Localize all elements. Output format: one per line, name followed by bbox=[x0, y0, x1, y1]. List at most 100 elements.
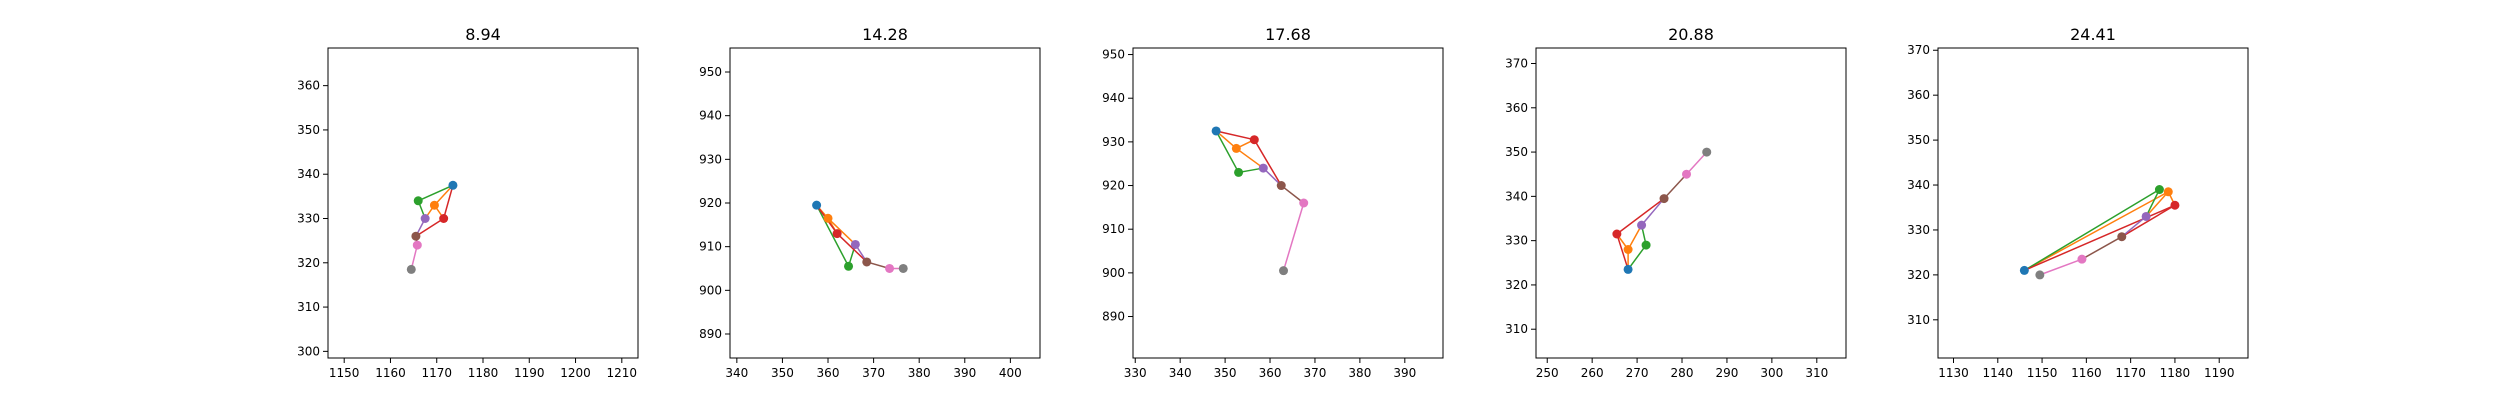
edge-line bbox=[1253, 138, 1283, 187]
x-tick-label: 1160 bbox=[375, 366, 406, 380]
y-tick-label: 350 bbox=[1505, 145, 1528, 159]
x-tick-label: 1150 bbox=[329, 366, 360, 380]
edge-line bbox=[2145, 188, 2161, 218]
edge-line bbox=[1640, 197, 1665, 226]
edge-line bbox=[1215, 130, 1240, 174]
x-tick-label: 1140 bbox=[1983, 366, 2014, 380]
data-point bbox=[1641, 240, 1651, 250]
y-tick-label: 890 bbox=[699, 327, 722, 341]
axes-frame bbox=[1937, 47, 2249, 359]
y-tick-label: 930 bbox=[1102, 135, 1125, 149]
x-tick-label: 1190 bbox=[514, 366, 545, 380]
x-tick-label: 400 bbox=[999, 366, 1022, 380]
data-point bbox=[2141, 211, 2151, 221]
data-point bbox=[1276, 181, 1286, 191]
subplot-4: 20.88 250 260 270 280 290 300 310 310 320 330 340 35… bbox=[1505, 25, 1847, 380]
x-tick-label: 340 bbox=[725, 366, 748, 380]
subplot-1: 8.94 1150 1160 1170 1180 1190 1200 1210 300 310 32… bbox=[297, 25, 639, 380]
edge-line bbox=[442, 184, 454, 220]
data-point bbox=[1702, 147, 1712, 157]
edge-line bbox=[2023, 204, 2176, 272]
data-point bbox=[1258, 163, 1268, 173]
y-tick-label: 320 bbox=[1907, 268, 1930, 282]
data-point bbox=[898, 263, 908, 273]
edge-line bbox=[2039, 258, 2083, 276]
data-point bbox=[412, 240, 422, 250]
x-tick-label: 1170 bbox=[421, 366, 452, 380]
data-point bbox=[2170, 200, 2180, 210]
edge-line bbox=[2023, 188, 2161, 272]
y-tick-label: 340 bbox=[1505, 189, 1528, 203]
x-tick-label: 340 bbox=[1169, 366, 1192, 380]
edge-line bbox=[827, 217, 857, 246]
edge-line bbox=[1235, 147, 1265, 169]
data-point bbox=[413, 196, 423, 206]
y-tick-label: 940 bbox=[699, 109, 722, 123]
edge-line bbox=[836, 232, 868, 263]
edge-line bbox=[2121, 204, 2176, 238]
data-point bbox=[1211, 126, 1221, 136]
x-tick-label: 390 bbox=[953, 366, 976, 380]
edge-line bbox=[2121, 215, 2147, 238]
y-tick-label: 360 bbox=[1907, 88, 1930, 102]
x-tick-label: 1200 bbox=[560, 366, 591, 380]
y-tick-label: 920 bbox=[699, 196, 722, 210]
edge-line bbox=[1627, 224, 1643, 251]
data-point bbox=[2163, 187, 2173, 197]
edge-line bbox=[1215, 130, 1256, 141]
y-tick-label: 950 bbox=[699, 65, 722, 79]
x-tick-label: 1180 bbox=[468, 366, 499, 380]
data-point bbox=[2019, 265, 2029, 275]
edge-line bbox=[415, 217, 445, 237]
y-tick-label: 940 bbox=[1102, 91, 1125, 105]
data-point bbox=[823, 213, 833, 223]
edge-line bbox=[1616, 233, 1629, 271]
x-tick-label: 350 bbox=[771, 366, 794, 380]
edge-line bbox=[2145, 191, 2170, 218]
edge-line bbox=[1685, 151, 1708, 175]
data-point bbox=[1299, 198, 1309, 208]
y-tick-label: 320 bbox=[297, 256, 320, 270]
subplot-title: 17.68 bbox=[1265, 25, 1311, 44]
y-tick-label: 310 bbox=[1505, 322, 1528, 336]
data-point bbox=[1659, 194, 1669, 204]
axes-frame bbox=[1132, 47, 1444, 359]
data-point bbox=[420, 214, 430, 223]
x-tick-label: 1180 bbox=[2160, 366, 2191, 380]
y-tick-label: 330 bbox=[1907, 223, 1930, 237]
x-tick-label: 260 bbox=[1581, 366, 1604, 380]
y-tick-label: 950 bbox=[1102, 48, 1125, 62]
data-point bbox=[850, 239, 860, 249]
y-tick-label: 920 bbox=[1102, 179, 1125, 193]
y-tick-label: 330 bbox=[297, 212, 320, 226]
x-tick-label: 250 bbox=[1536, 366, 1559, 380]
x-tick-label: 360 bbox=[1259, 366, 1282, 380]
y-tick-label: 370 bbox=[1907, 43, 1930, 57]
x-tick-label: 270 bbox=[1626, 366, 1649, 380]
axes-frame bbox=[729, 47, 1041, 359]
y-tick-label: 310 bbox=[297, 300, 320, 314]
x-tick-label: 1150 bbox=[2027, 366, 2058, 380]
y-tick-label: 360 bbox=[1505, 101, 1528, 115]
x-tick-label: 330 bbox=[1124, 366, 1147, 380]
axes-frame bbox=[1535, 47, 1847, 359]
y-tick-label: 330 bbox=[1505, 234, 1528, 248]
x-tick-label: 380 bbox=[1348, 366, 1371, 380]
y-tick-label: 910 bbox=[699, 240, 722, 254]
edge-line bbox=[1627, 244, 1647, 271]
edge-line bbox=[2081, 235, 2123, 260]
x-tick-label: 1210 bbox=[607, 366, 638, 380]
y-tick-label: 370 bbox=[1505, 57, 1528, 71]
y-tick-label: 340 bbox=[297, 167, 320, 181]
y-tick-label: 890 bbox=[1102, 310, 1125, 324]
data-point bbox=[862, 257, 872, 267]
x-tick-label: 390 bbox=[1393, 366, 1416, 380]
edge-line bbox=[433, 184, 454, 206]
edge-line bbox=[2023, 191, 2170, 272]
data-point bbox=[812, 200, 822, 210]
y-tick-label: 360 bbox=[297, 79, 320, 93]
subplot-title: 8.94 bbox=[465, 25, 501, 44]
data-point bbox=[2117, 232, 2127, 242]
edge-line bbox=[1282, 202, 1305, 272]
